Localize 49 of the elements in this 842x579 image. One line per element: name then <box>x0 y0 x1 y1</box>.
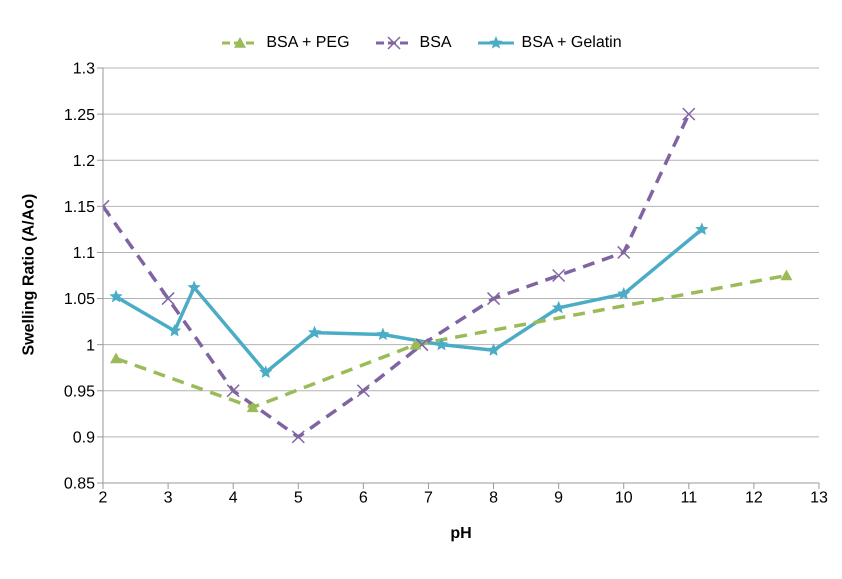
point <box>376 328 390 340</box>
x-tick-label: 13 <box>810 489 828 506</box>
y-axis-title: Swelling Ratio (A/Ao) <box>20 194 38 356</box>
point <box>292 430 306 444</box>
x-axis-title: pH <box>450 525 472 542</box>
legend-label: BSA + Gelatin <box>522 34 622 52</box>
x-tick-label: 5 <box>294 489 303 506</box>
x-tick-label: 4 <box>228 489 238 506</box>
y-tick-label: 1.25 <box>64 106 96 124</box>
y-tick-label: 0.95 <box>64 383 96 400</box>
point <box>259 365 272 378</box>
y-tick-label: 1.15 <box>64 199 96 216</box>
point <box>356 384 370 398</box>
point <box>780 270 792 280</box>
point <box>187 280 201 294</box>
x-tick-label: 11 <box>680 489 698 506</box>
point <box>161 292 175 306</box>
y-tick-label: 1.3 <box>72 60 96 78</box>
point <box>486 292 500 306</box>
point <box>695 222 708 236</box>
point <box>682 107 696 121</box>
y-tick-label: 0.85 <box>64 476 96 493</box>
point <box>434 338 448 350</box>
point <box>109 290 123 302</box>
y-tick-label: 1.05 <box>64 291 96 308</box>
x-tick-label: 3 <box>164 489 173 506</box>
x-tick-label: 2 <box>98 489 108 506</box>
y-tick-label: 1.2 <box>72 152 96 170</box>
x-tick-label: 10 <box>614 489 633 506</box>
x-tick-label: 8 <box>489 489 498 506</box>
point <box>110 352 122 364</box>
point <box>308 326 322 338</box>
point <box>415 338 429 352</box>
point <box>552 268 566 282</box>
x-tick-label: 6 <box>358 489 368 506</box>
y-tick-label: 0.9 <box>72 430 96 447</box>
point <box>409 338 422 350</box>
y-tick-label: 1 <box>86 337 96 354</box>
point <box>616 246 630 260</box>
x-tick-label: 12 <box>745 489 763 506</box>
y-tick-label: 1.1 <box>72 245 96 262</box>
point <box>168 324 182 336</box>
x-tick-label: 9 <box>554 489 564 506</box>
legend-label: BSA <box>420 34 452 52</box>
point <box>617 286 630 300</box>
legend-label: BSA + PEG <box>266 34 350 52</box>
x-tick-label: 7 <box>424 489 433 506</box>
point <box>486 343 500 356</box>
point <box>246 401 259 412</box>
